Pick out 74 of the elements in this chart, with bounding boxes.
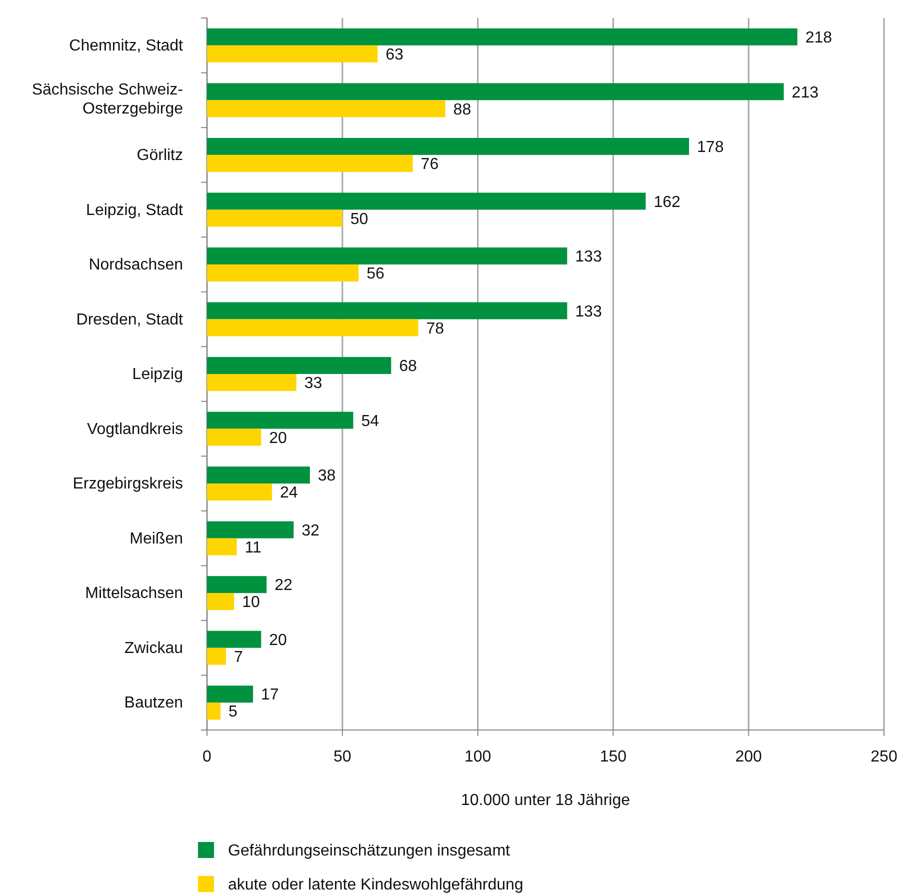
data-label: 11	[244, 539, 262, 556]
bar	[207, 538, 237, 556]
y-tick-label: Zwickau	[124, 640, 183, 657]
data-label: 20	[269, 632, 288, 649]
data-label: 78	[426, 320, 444, 338]
data-label: 5	[228, 704, 238, 721]
data-label: 50	[350, 210, 368, 228]
y-tick-label: Erzgebirgskreis	[72, 476, 183, 493]
bar	[207, 686, 254, 703]
y-tick-label: Bautzen	[124, 694, 183, 712]
y-tick-label: Leipzig, Stadt	[86, 202, 184, 219]
data-label: 162	[654, 194, 680, 211]
x-tick-label: 250	[870, 748, 898, 766]
bar	[207, 192, 646, 210]
data-label: 76	[420, 156, 439, 174]
bar	[207, 630, 262, 648]
x-tick-label: 0	[202, 748, 212, 766]
data-label: 22	[274, 577, 292, 594]
x-axis-title: 10.000 unter 18 Jährige	[460, 792, 630, 809]
data-label: 218	[805, 29, 832, 46]
y-tick-label: Görlitz	[136, 147, 183, 164]
bar	[207, 374, 296, 391]
y-tick-label: Dresden, Stadt	[76, 311, 184, 328]
y-tick-label: Chemnitz, Stadt	[69, 38, 184, 55]
data-label: 133	[575, 303, 602, 320]
bar	[207, 247, 568, 264]
x-tick-label: 200	[735, 748, 762, 766]
bar	[207, 302, 568, 320]
y-tick-label: Sächsische Schweiz-Osterzgebirge	[32, 82, 184, 118]
bar	[207, 83, 784, 100]
data-label: 10	[242, 594, 260, 612]
y-tick-label: Nordsachsen	[88, 256, 183, 274]
legend-label: Gefährdungseinschätzungen insgesamt	[228, 842, 511, 860]
bar	[207, 357, 392, 374]
bar	[207, 28, 798, 46]
bar	[207, 154, 413, 172]
x-tick-label: 150	[600, 748, 627, 766]
bar	[207, 100, 446, 118]
bar	[207, 521, 294, 538]
data-label: 54	[361, 412, 380, 430]
bar	[207, 412, 354, 429]
bar	[207, 264, 359, 282]
y-tick-label: Vogtlandkreis	[86, 420, 183, 438]
bar	[207, 210, 342, 227]
bar	[207, 466, 310, 484]
data-label: 32	[302, 522, 320, 540]
data-label: 68	[399, 358, 418, 376]
y-tick-label: Meißen	[130, 530, 183, 548]
bar	[207, 593, 234, 610]
bar	[207, 138, 690, 155]
x-tick-label: 50	[334, 748, 352, 766]
bar	[207, 648, 226, 665]
bar	[207, 428, 262, 446]
data-label: 17	[261, 686, 279, 704]
data-label: 24	[280, 484, 298, 502]
y-tick-label: Leipzig	[132, 366, 183, 384]
legend-label: akute oder latente Kindeswohlgefährdung	[228, 876, 524, 894]
data-label: 20	[269, 430, 288, 447]
bar	[207, 484, 272, 501]
data-label: 33	[304, 375, 322, 392]
data-label: 63	[386, 46, 404, 64]
bar	[207, 702, 221, 720]
bar	[207, 319, 418, 336]
data-label: 7	[234, 648, 243, 666]
data-label: 88	[453, 101, 472, 118]
data-label: 56	[366, 266, 385, 283]
bar	[207, 45, 378, 62]
data-label: 38	[318, 468, 336, 485]
data-label: 178	[697, 139, 724, 156]
x-tick-label: 100	[464, 748, 492, 766]
data-label: 133	[575, 248, 602, 266]
bar	[207, 576, 267, 594]
data-label: 213	[792, 84, 819, 102]
y-tick-label: Mittelsachsen	[85, 585, 183, 602]
